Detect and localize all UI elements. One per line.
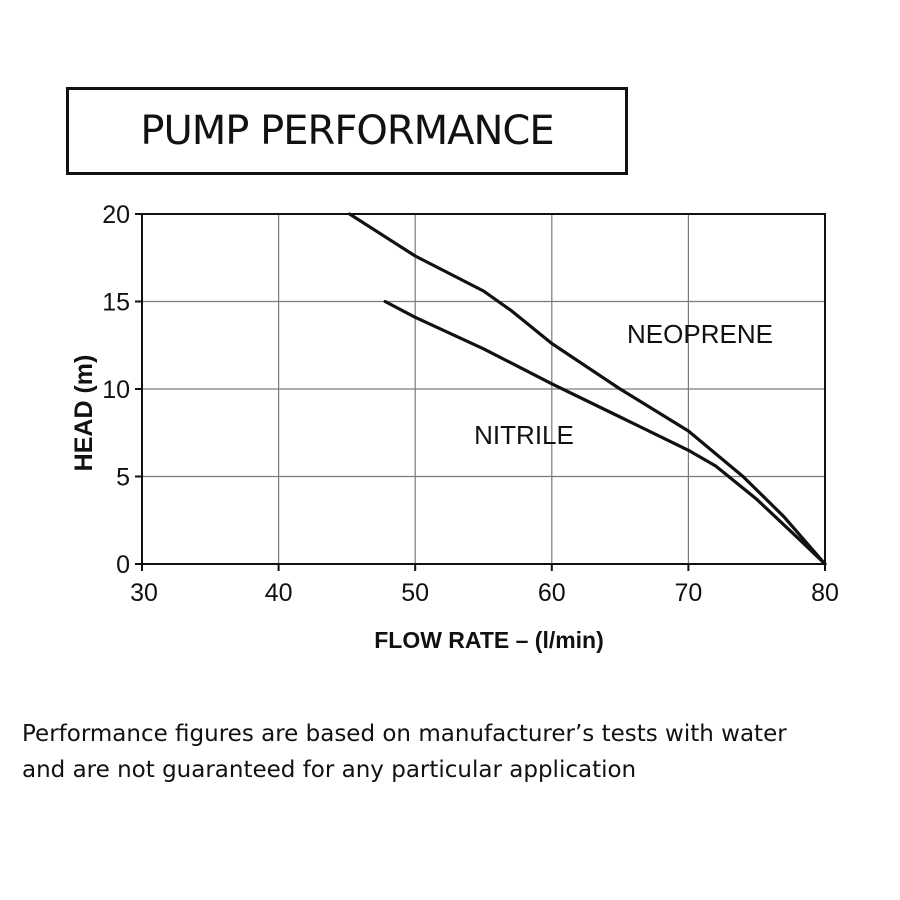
disclaimer-line-1: Performance figures are based on manufac… bbox=[22, 721, 787, 747]
series-label-nitrile: NITRILE bbox=[474, 420, 574, 450]
chart-title: PUMP PERFORMANCE bbox=[140, 108, 554, 154]
chart-title-box: PUMP PERFORMANCE bbox=[66, 87, 628, 175]
x-tick-label-70: 70 bbox=[674, 579, 702, 607]
y-tick-label-5: 5 bbox=[116, 464, 130, 492]
y-tick-label-10: 10 bbox=[102, 376, 130, 404]
series-line-nitrile bbox=[383, 299, 827, 566]
y-axis-title: HEAD (m) bbox=[70, 355, 98, 472]
series-lines bbox=[348, 212, 827, 566]
disclaimer-note: Performance figures are based on manufac… bbox=[22, 716, 892, 788]
series-line-neoprene bbox=[348, 212, 827, 566]
series-label-neoprene: NEOPRENE bbox=[627, 319, 773, 349]
pump-performance-chart: 30 40 50 60 70 80 0 5 10 15 20 NEOPRENE NITRILE FL… bbox=[70, 201, 839, 653]
grid bbox=[142, 214, 825, 564]
y-tick-label-15: 15 bbox=[102, 289, 130, 317]
x-tick-label-60: 60 bbox=[538, 579, 566, 607]
x-tick-label-50: 50 bbox=[401, 579, 429, 607]
x-tick-label-80: 80 bbox=[811, 579, 839, 607]
y-tick-label-0: 0 bbox=[116, 551, 130, 579]
axis-ticks: 30 40 50 60 70 80 0 5 10 15 20 bbox=[102, 201, 839, 607]
x-axis-title: FLOW RATE – (l/min) bbox=[374, 627, 604, 653]
x-tick-label-30: 30 bbox=[130, 579, 158, 607]
disclaimer-line-2: and are not guaranteed for any particula… bbox=[22, 757, 637, 783]
y-tick-label-20: 20 bbox=[102, 201, 130, 229]
x-tick-label-40: 40 bbox=[265, 579, 293, 607]
